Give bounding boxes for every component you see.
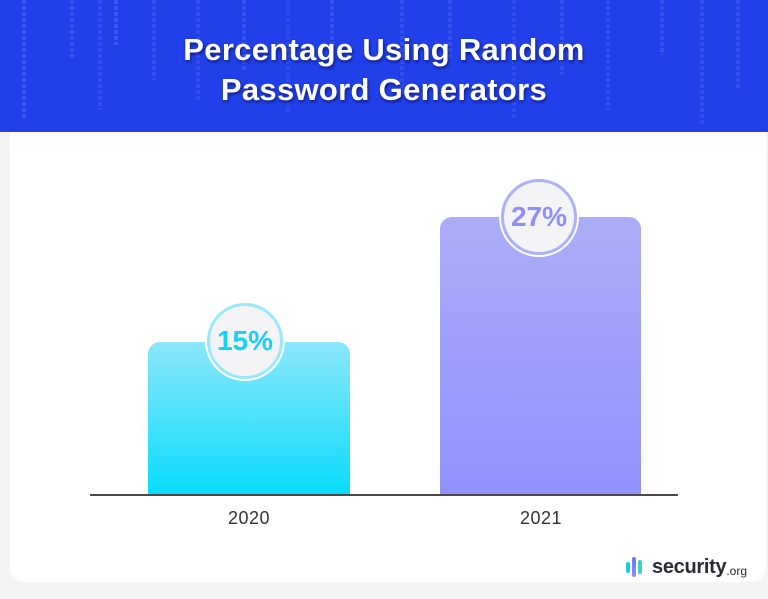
brand-tld: .org [726,563,747,578]
chart-title-line-2: Password Generators [220,72,548,107]
header-banner: Percentage Using Random Password Generat… [0,0,768,132]
value-label-2020: 15% [207,303,283,379]
brand-name: security [652,555,727,578]
value-label-2021: 27% [501,179,577,255]
chart-title: Percentage Using Random Password Generat… [0,30,768,110]
bar-2021 [440,217,641,495]
chart-title-line-1: Percentage Using Random [183,32,585,67]
x-tick-2020: 2020 [227,508,271,528]
x-axis-line [90,494,678,496]
security-logo-icon [626,557,648,577]
chart-card [10,132,766,582]
brand-logo: security .org [626,555,747,579]
x-tick-2021: 2021 [519,508,563,528]
